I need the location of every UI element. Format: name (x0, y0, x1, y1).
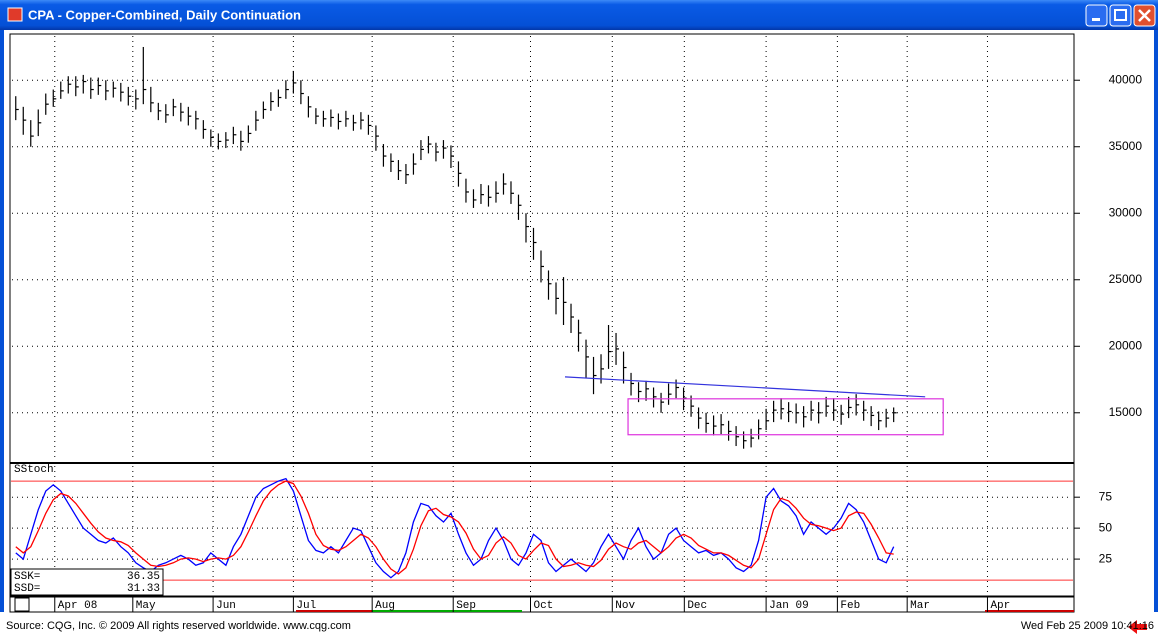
panel-title: SStoch (14, 464, 54, 476)
readout-value: 36.35 (127, 571, 160, 583)
x-tick-label: Sep (456, 600, 476, 612)
x-tick-label: Apr (990, 600, 1010, 612)
y-tick-label: 50 (1099, 520, 1113, 534)
app-icon (7, 7, 23, 22)
plot-frame (9, 33, 1075, 597)
x-tick-label: Feb (840, 600, 860, 612)
minimize-icon (1092, 18, 1100, 21)
stoch-line (15, 480, 894, 575)
axis-strip (985, 610, 1074, 612)
y-tick-label: 30000 (1109, 205, 1143, 219)
footer-source: Source: CQG, Inc. © 2009 All rights rese… (6, 620, 351, 632)
trendline (564, 376, 926, 398)
x-tick-label: Dec (687, 600, 707, 612)
readout-box (10, 568, 164, 596)
axis-strip (296, 610, 372, 612)
x-tick-label: Apr 08 (58, 600, 98, 612)
readout-label: SSD= (14, 583, 40, 595)
x-tick-label: Nov (615, 600, 635, 612)
maximize-button[interactable] (1109, 4, 1132, 27)
time-axis (9, 596, 1075, 613)
y-tick-label: 15000 (1109, 405, 1143, 419)
window-title: CPA - Copper-Combined, Daily Continuatio… (28, 7, 301, 22)
stoch-line (15, 477, 895, 579)
title-bar (0, 0, 1158, 30)
y-tick-label: 25 (1099, 551, 1113, 565)
y-tick-label: 40000 (1109, 72, 1143, 86)
x-tick-label: Mar (910, 600, 930, 612)
scroll-box[interactable] (14, 597, 30, 612)
y-tick-label: 35000 (1109, 139, 1143, 153)
window-buttons (1085, 4, 1156, 27)
y-tick-label: 75 (1099, 489, 1113, 503)
footer-timestamp: Wed Feb 25 2009 10:41:16 (1021, 620, 1154, 632)
x-tick-label: Oct (533, 600, 553, 612)
readout-value: 31.33 (127, 583, 160, 595)
close-icon (1138, 9, 1151, 22)
x-tick-label: Aug (375, 600, 395, 612)
x-tick-label: Jul (296, 600, 316, 612)
y-tick-label: 20000 (1109, 338, 1143, 352)
axis-strip (372, 610, 522, 612)
arrow-icon[interactable] (1128, 620, 1147, 634)
y-tick-label: 25000 (1109, 272, 1143, 286)
x-tick-label: May (136, 600, 156, 612)
x-tick-label: Jun (216, 600, 236, 612)
minimize-button[interactable] (1085, 4, 1108, 27)
range-box (627, 398, 944, 436)
readout-label: SSK= (14, 571, 40, 583)
x-tick-label: Jan 09 (769, 600, 809, 612)
maximize-icon (1114, 9, 1127, 21)
